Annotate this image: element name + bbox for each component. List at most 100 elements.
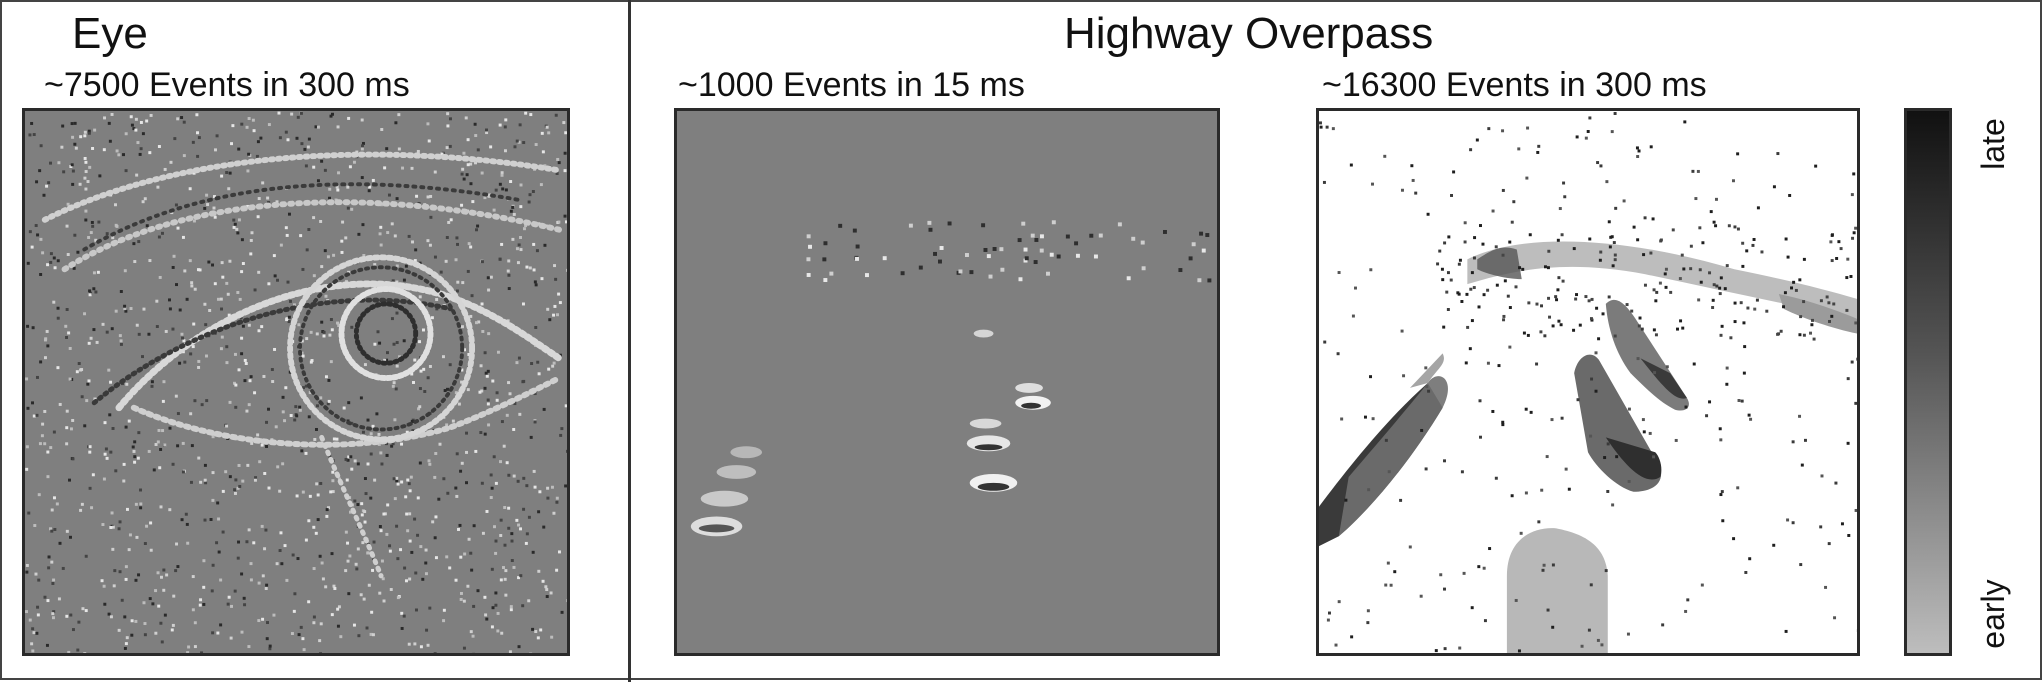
event-dot: [267, 123, 271, 127]
event-dot: [315, 332, 319, 336]
event-dot: [57, 597, 61, 601]
event-dot: [225, 424, 229, 428]
section-title-highway: Highway Overpass: [1064, 9, 1434, 58]
event-dot: [307, 228, 311, 231]
event-dot: [80, 395, 84, 399]
event-dot: [1614, 206, 1618, 210]
event-dot: [285, 233, 289, 237]
event-dot: [1835, 256, 1839, 260]
event-dot: [141, 200, 145, 204]
event-dot: [500, 420, 504, 424]
event-dot: [1514, 285, 1518, 289]
event-dot: [981, 223, 986, 228]
event-dot: [173, 137, 177, 141]
event-dot: [475, 228, 478, 232]
event-dot: [536, 636, 540, 640]
event-dot: [383, 166, 387, 170]
event-noise-layer: [25, 111, 567, 653]
event-dot: [1636, 357, 1640, 361]
event-dot: [52, 430, 56, 434]
event-dot: [1399, 498, 1403, 502]
event-dot: [249, 252, 253, 256]
event-dot: [1537, 144, 1541, 148]
event-dot: [457, 402, 461, 406]
event-dot: [1742, 371, 1746, 375]
event-dot: [49, 252, 53, 256]
event-dot: [319, 481, 323, 485]
event-dot: [33, 524, 37, 527]
event-dot: [1772, 185, 1776, 189]
event-dot: [1501, 420, 1505, 424]
event-dot: [1349, 163, 1353, 167]
event-dot: [517, 523, 521, 527]
event-dot: [304, 451, 308, 455]
event-dot: [195, 113, 199, 117]
event-dot: [1463, 240, 1467, 244]
event-dot: [314, 427, 318, 431]
event-dot: [1661, 623, 1665, 627]
event-dot: [455, 494, 459, 498]
event-dot: [1065, 234, 1070, 239]
event-dot: [380, 559, 384, 563]
event-dot: [1736, 227, 1740, 231]
event-dot: [511, 205, 515, 209]
event-dot: [232, 225, 236, 229]
event-dot: [512, 427, 516, 431]
event-dot: [459, 598, 463, 601]
event-dot: [132, 449, 136, 453]
event-dot: [278, 549, 282, 553]
event-dot: [496, 350, 500, 354]
event-dot: [103, 602, 107, 606]
event-dot: [49, 446, 53, 450]
event-dot: [1535, 362, 1539, 366]
event-dot: [1746, 306, 1750, 310]
event-dot: [534, 630, 538, 634]
event-dot: [137, 240, 141, 244]
event-dot: [397, 147, 401, 151]
event-dot: [102, 477, 106, 481]
event-dot: [364, 492, 368, 496]
event-dot: [242, 596, 246, 600]
event-dot: [1608, 245, 1612, 249]
event-dot: [71, 182, 75, 186]
event-dot: [1522, 331, 1526, 335]
event-dot: [110, 511, 114, 515]
event-dot: [533, 485, 537, 489]
event-dot: [240, 352, 244, 356]
event-dot: [39, 144, 43, 148]
event-dot: [172, 594, 176, 598]
event-dot: [268, 647, 272, 651]
event-dot: [446, 387, 450, 391]
event-dot: [1551, 324, 1555, 328]
event-dot: [265, 583, 269, 587]
event-dot: [426, 376, 430, 380]
event-dot: [391, 279, 395, 283]
event-dot: [1556, 288, 1560, 292]
event-dot: [424, 572, 428, 576]
event-dot: [119, 339, 123, 343]
event-dot: [418, 295, 422, 299]
event-dot: [938, 259, 942, 264]
event-dot: [560, 610, 564, 614]
event-dot: [203, 206, 207, 210]
event-dot: [410, 372, 414, 376]
event-dot: [49, 260, 53, 264]
event-dot: [498, 123, 502, 127]
event-dot: [1718, 427, 1722, 431]
event-dot: [558, 301, 562, 305]
event-dot: [390, 222, 394, 226]
event-dot: [460, 368, 464, 372]
event-dot: [451, 419, 455, 423]
event-dot: [1752, 238, 1756, 241]
event-dot: [521, 604, 525, 608]
event-dot: [1551, 625, 1555, 629]
event-dot: [1528, 233, 1532, 237]
event-dot: [529, 435, 533, 439]
event-dot: [421, 577, 425, 581]
event-dot: [1525, 176, 1529, 180]
event-dot: [1098, 233, 1103, 238]
event-dot: [1720, 324, 1724, 328]
event-dot: [507, 381, 511, 385]
event-dot: [1741, 241, 1745, 245]
event-dot: [485, 374, 489, 378]
